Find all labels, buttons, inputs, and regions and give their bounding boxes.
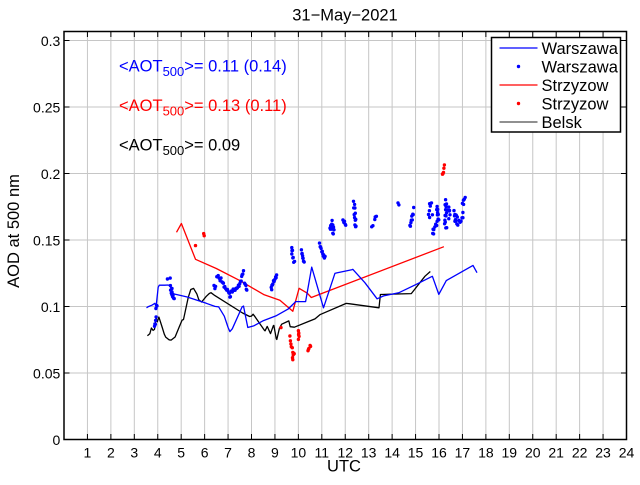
svg-text:7: 7: [224, 445, 232, 461]
svg-text:9: 9: [271, 445, 279, 461]
svg-text:AOD at 500 nm: AOD at 500 nm: [5, 174, 23, 288]
svg-text:20: 20: [525, 445, 541, 461]
svg-text:<AOT500>= 0.13 (0.11): <AOT500>= 0.13 (0.11): [119, 97, 287, 119]
svg-text:<AOT500>= 0.11 (0.14): <AOT500>= 0.11 (0.14): [119, 57, 287, 79]
svg-text:4: 4: [154, 445, 162, 461]
svg-text:Belsk: Belsk: [542, 114, 583, 132]
svg-text:<AOT500>= 0.09: <AOT500>= 0.09: [119, 137, 240, 159]
svg-text:12: 12: [337, 445, 353, 461]
svg-text:13: 13: [361, 445, 377, 461]
svg-text:31−May−2021: 31−May−2021: [292, 7, 398, 25]
svg-text:0.3: 0.3: [41, 33, 61, 49]
svg-text:Strzyzow: Strzyzow: [542, 77, 609, 95]
svg-text:Warszawa: Warszawa: [542, 58, 619, 76]
svg-text:5: 5: [177, 445, 185, 461]
svg-text:0.05: 0.05: [33, 365, 60, 381]
svg-text:0.2: 0.2: [41, 166, 61, 182]
svg-text:Strzyzow: Strzyzow: [542, 95, 609, 113]
svg-text:UTC: UTC: [327, 458, 361, 476]
svg-text:6: 6: [201, 445, 209, 461]
svg-text:0.1: 0.1: [41, 299, 61, 315]
svg-text:0.15: 0.15: [33, 232, 60, 248]
svg-text:14: 14: [384, 445, 400, 461]
svg-text:21: 21: [548, 445, 564, 461]
svg-text:2: 2: [107, 445, 115, 461]
svg-text:18: 18: [478, 445, 494, 461]
svg-text:17: 17: [455, 445, 471, 461]
svg-text:10: 10: [291, 445, 307, 461]
svg-text:8: 8: [248, 445, 256, 461]
svg-text:19: 19: [502, 445, 518, 461]
svg-text:11: 11: [315, 445, 330, 461]
svg-text:16: 16: [431, 445, 447, 461]
svg-text:22: 22: [572, 445, 588, 461]
svg-text:23: 23: [595, 445, 611, 461]
svg-text:0: 0: [53, 432, 61, 448]
svg-text:0.25: 0.25: [33, 99, 60, 115]
svg-text:24: 24: [619, 445, 635, 461]
svg-text:1: 1: [84, 445, 92, 461]
svg-text:Warszawa: Warszawa: [542, 40, 619, 58]
svg-text:3: 3: [130, 445, 138, 461]
svg-text:15: 15: [408, 445, 424, 461]
